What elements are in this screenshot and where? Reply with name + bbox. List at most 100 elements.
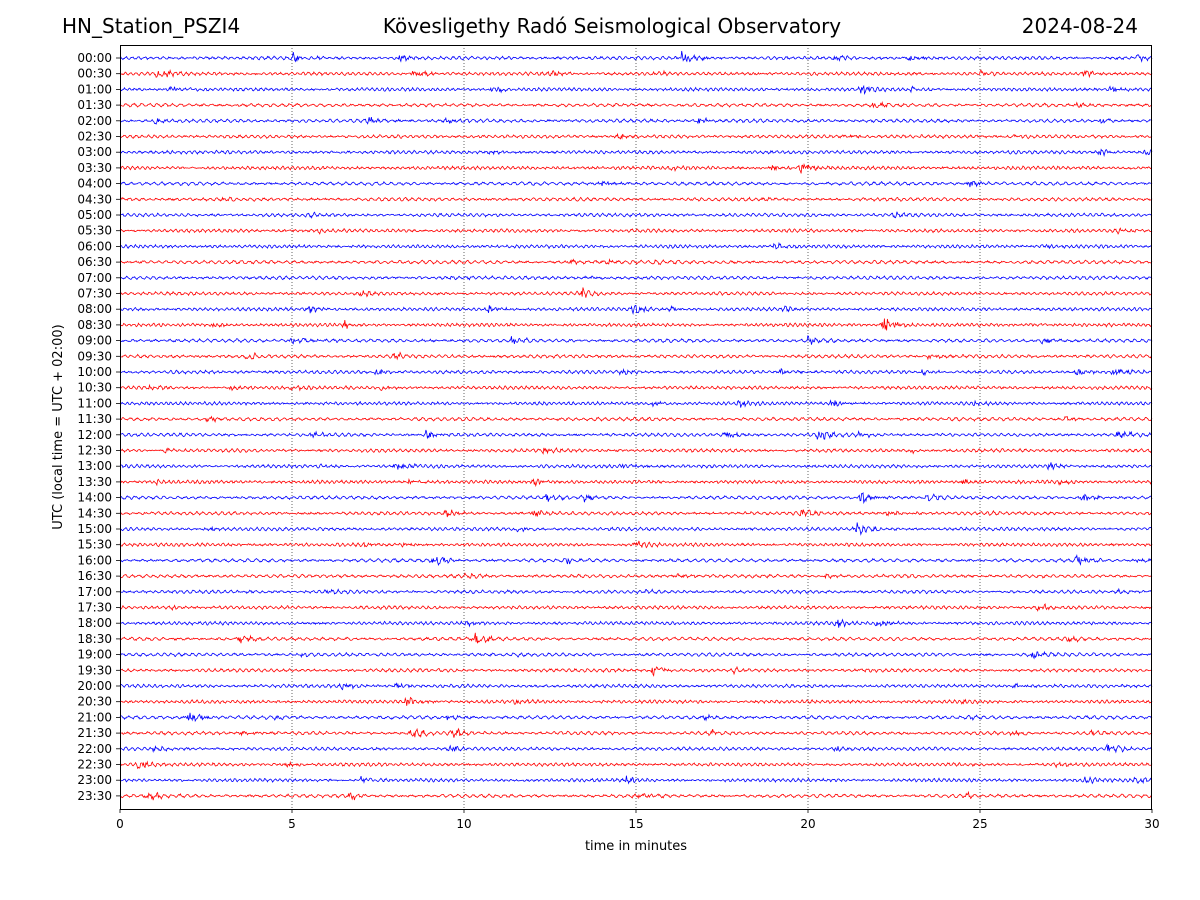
trace-15:00 (119, 522, 1153, 536)
row-label-03:00: 03:00 (77, 145, 112, 159)
row-label-01:30: 01:30 (77, 98, 112, 112)
row-label-14:00: 14:00 (77, 491, 112, 505)
row-label-17:00: 17:00 (77, 585, 112, 599)
row-label-23:00: 23:00 (77, 773, 112, 787)
trace-08:00 (119, 305, 1153, 315)
row-label-07:00: 07:00 (77, 271, 112, 285)
x-tick-label-0: 0 (116, 817, 124, 831)
trace-04:00 (119, 180, 1153, 188)
row-label-19:30: 19:30 (77, 663, 112, 677)
row-label-18:30: 18:30 (77, 632, 112, 646)
row-label-03:30: 03:30 (77, 161, 112, 175)
x-axis-label: time in minutes (585, 839, 687, 854)
trace-06:30 (119, 258, 1153, 266)
row-label-17:30: 17:30 (77, 601, 112, 615)
trace-18:00 (119, 618, 1153, 628)
row-label-20:30: 20:30 (77, 695, 112, 709)
trace-21:30 (119, 727, 1153, 738)
trace-03:00 (119, 148, 1153, 157)
trace-05:00 (119, 211, 1153, 219)
x-tick-label-30: 30 (1144, 817, 1159, 831)
row-label-21:30: 21:30 (77, 726, 112, 740)
trace-14:30 (119, 509, 1153, 518)
row-label-23:30: 23:30 (77, 789, 112, 803)
x-tick-label-25: 25 (972, 817, 987, 831)
row-label-04:30: 04:30 (77, 192, 112, 206)
row-label-21:00: 21:00 (77, 710, 112, 724)
row-label-11:00: 11:00 (77, 396, 112, 410)
row-label-04:00: 04:00 (77, 177, 112, 191)
trace-19:00 (119, 650, 1153, 660)
row-label-05:30: 05:30 (77, 224, 112, 238)
trace-18:30 (119, 632, 1153, 644)
row-label-18:00: 18:00 (77, 616, 112, 630)
row-label-08:30: 08:30 (77, 318, 112, 332)
trace-07:30 (119, 287, 1153, 298)
trace-17:30 (119, 603, 1153, 612)
row-label-07:30: 07:30 (77, 287, 112, 301)
trace-10:30 (119, 383, 1153, 392)
row-label-09:30: 09:30 (77, 349, 112, 363)
row-label-01:00: 01:00 (77, 82, 112, 96)
row-label-22:30: 22:30 (77, 758, 112, 772)
trace-09:30 (119, 351, 1153, 361)
row-label-02:30: 02:30 (77, 130, 112, 144)
trace-08:30 (119, 318, 1153, 331)
x-tick-label-15: 15 (628, 817, 643, 831)
trace-02:30 (119, 132, 1153, 140)
row-label-16:30: 16:30 (77, 569, 112, 583)
trace-02:00 (119, 116, 1153, 125)
row-label-15:00: 15:00 (77, 522, 112, 536)
station-name: HN_Station_PSZI4 (62, 14, 241, 38)
trace-14:00 (119, 491, 1153, 505)
trace-22:30 (119, 760, 1153, 770)
x-axis-ticks: 0 5 10 15 20 25 30 (116, 809, 1160, 831)
row-label-15:30: 15:30 (77, 538, 112, 552)
trace-00:30 (119, 69, 1153, 79)
trace-15:30 (119, 540, 1153, 549)
row-label-06:00: 06:00 (77, 239, 112, 253)
trace-06:00 (119, 241, 1153, 250)
row-label-02:00: 02:00 (77, 114, 112, 128)
trace-23:30 (119, 790, 1153, 801)
row-label-00:30: 00:30 (77, 67, 112, 81)
trace-22:00 (119, 743, 1153, 754)
trace-12:30 (119, 446, 1153, 455)
trace-03:30 (119, 162, 1153, 174)
trace-04:30 (119, 196, 1153, 202)
row-label-12:00: 12:00 (77, 428, 112, 442)
row-label-22:00: 22:00 (77, 742, 112, 756)
trace-21:00 (119, 712, 1153, 723)
trace-05:30 (119, 227, 1153, 235)
row-label-09:00: 09:00 (77, 334, 112, 348)
row-label-11:30: 11:30 (77, 412, 112, 426)
trace-11:30 (119, 415, 1153, 423)
row-label-13:30: 13:30 (77, 475, 112, 489)
trace-23:00 (119, 775, 1153, 785)
row-label-13:00: 13:00 (77, 459, 112, 473)
x-tick-label-10: 10 (456, 817, 471, 831)
trace-17:00 (119, 587, 1153, 595)
trace-13:30 (119, 477, 1153, 488)
trace-12:00 (119, 429, 1153, 440)
trace-20:00 (119, 682, 1153, 691)
row-label-00:00: 00:00 (77, 51, 112, 65)
trace-01:30 (119, 101, 1153, 109)
trace-01:00 (119, 84, 1153, 95)
trace-09:00 (119, 335, 1153, 345)
row-label-16:00: 16:00 (77, 553, 112, 567)
x-tick-label-5: 5 (288, 817, 296, 831)
row-label-20:00: 20:00 (77, 679, 112, 693)
seismic-traces (119, 50, 1153, 801)
x-tick-label-20: 20 (800, 817, 815, 831)
trace-16:30 (119, 572, 1153, 580)
trace-13:00 (119, 462, 1153, 471)
row-label-08:00: 08:00 (77, 302, 112, 316)
trace-20:30 (119, 696, 1153, 706)
trace-00:00 (119, 50, 1153, 63)
row-label-12:30: 12:30 (77, 444, 112, 458)
vertical-grid-lines (291, 45, 981, 809)
trace-16:00 (119, 554, 1153, 566)
observatory-title: Kövesligethy Radó Seismological Observat… (382, 14, 842, 38)
